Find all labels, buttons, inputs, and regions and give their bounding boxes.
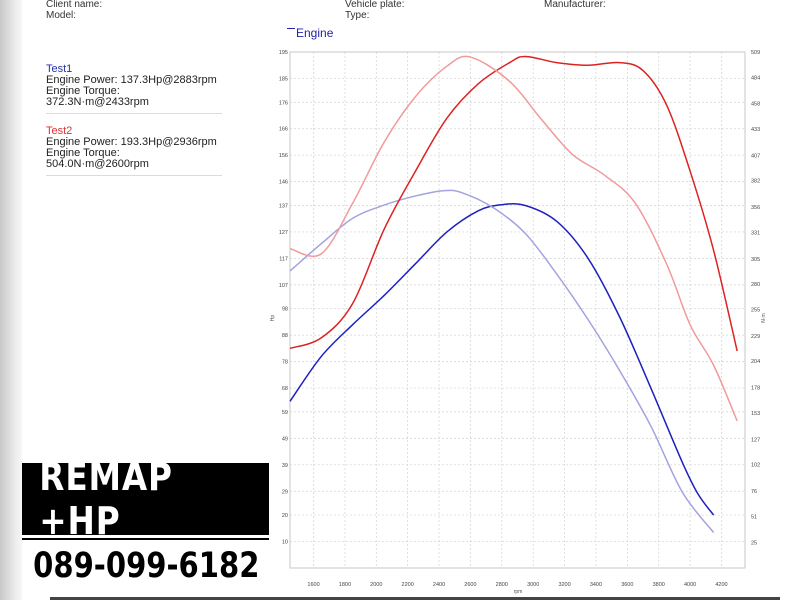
vehicle-plate-label: Vehicle plate: — [345, 0, 405, 10]
y-tick-label-right: 102 — [751, 463, 760, 469]
y-tick-label-right: 280 — [751, 282, 760, 288]
y-tick-label-right: 407 — [751, 153, 760, 159]
x-tick-label: 1800 — [339, 582, 351, 588]
y-axis-left-label: Hp — [270, 315, 276, 322]
series-test2-power-line — [289, 55, 738, 352]
y-tick-label-right: 356 — [751, 205, 760, 211]
x-tick-label: 2000 — [370, 582, 382, 588]
y-tick-label-left: 185 — [279, 76, 288, 82]
type-label: Type: — [345, 10, 370, 21]
manufacturer-label: Manufacturer: — [544, 0, 606, 10]
y-tick-label-right: 178 — [751, 386, 760, 392]
y-tick-label-right: 509 — [751, 50, 760, 56]
y-tick-label-left: 176 — [279, 100, 288, 106]
x-tick-label: 4200 — [715, 582, 727, 588]
test2-torque: Engine Torque: 504.0N·m@2600rpm — [46, 147, 149, 170]
test1-block: Test1 Engine Power: 137.3Hp@2883rpm Engi… — [46, 64, 222, 114]
test1-name: Test1 — [46, 63, 73, 75]
x-tick-label: 1600 — [307, 582, 319, 588]
y-tick-label-right: 153 — [751, 411, 760, 417]
y-tick-label-left: 39 — [282, 463, 288, 469]
y-axis-right-label: N·m — [761, 313, 767, 322]
y-tick-label-left: 166 — [279, 127, 288, 133]
bottom-rule — [50, 597, 780, 600]
x-tick-label: 3400 — [590, 582, 602, 588]
y-tick-label-left: 195 — [279, 50, 288, 56]
model-label: Model: — [46, 10, 77, 21]
y-tick-label-right: 305 — [751, 257, 760, 263]
y-tick-label-right: 331 — [751, 230, 760, 236]
y-tick-label-left: 107 — [279, 283, 288, 289]
y-tick-label-right: 204 — [751, 359, 760, 365]
y-tick-label-right: 382 — [751, 179, 760, 185]
badge-divider — [22, 538, 269, 540]
x-axis-label: rpm — [514, 589, 523, 595]
y-tick-label-left: 68 — [282, 386, 288, 392]
y-tick-label-right: 229 — [751, 334, 760, 340]
legend-line-icon — [287, 28, 295, 29]
y-tick-label-left: 117 — [279, 256, 288, 262]
remap-badge: REMAP +HP — [22, 455, 269, 543]
y-tick-label-right: 127 — [751, 437, 760, 443]
y-tick-label-right: 76 — [751, 489, 757, 495]
x-tick-label: 3200 — [558, 582, 570, 588]
test-results-panel: Test1 Engine Power: 137.3Hp@2883rpm Engi… — [46, 64, 222, 188]
x-tick-label: 2200 — [402, 582, 414, 588]
y-tick-label-left: 20 — [282, 513, 288, 519]
x-tick-label: 2600 — [464, 582, 476, 588]
x-tick-label: 2800 — [496, 582, 508, 588]
y-tick-label-right: 484 — [751, 75, 760, 81]
window-edge — [0, 0, 22, 600]
remap-badge-text: REMAP +HP — [39, 455, 173, 543]
chart-legend: Engine — [287, 26, 333, 40]
client-name-label: Client name: — [46, 0, 103, 10]
y-tick-label-right: 458 — [751, 102, 760, 108]
test2-block: Test2 Engine Power: 193.3Hp@2936rpm Engi… — [46, 126, 222, 176]
y-tick-label-left: 137 — [279, 203, 288, 209]
y-tick-label-right: 25 — [751, 541, 757, 547]
x-tick-label: 4000 — [684, 582, 696, 588]
y-tick-label-left: 59 — [282, 410, 288, 416]
y-tick-label-left: 88 — [282, 333, 288, 339]
y-tick-label-left: 78 — [282, 360, 288, 366]
test1-torque: Engine Torque: 372.3N·m@2433rpm — [46, 85, 149, 108]
y-tick-label-right: 255 — [751, 307, 760, 313]
plot-frame — [289, 51, 746, 569]
x-tick-label: 3600 — [621, 582, 633, 588]
series-test1-power-line — [289, 202, 715, 516]
phone-number: 089-099-6182 — [32, 546, 260, 586]
series-test1-torque-line — [289, 189, 715, 533]
test1-power: Engine Power: 137.3Hp@2883rpm — [46, 74, 217, 86]
test2-power: Engine Power: 193.3Hp@2936rpm — [46, 136, 217, 148]
x-tick-label: 3800 — [653, 582, 665, 588]
y-tick-label-left: 29 — [282, 489, 288, 495]
y-tick-label-left: 146 — [279, 180, 288, 186]
y-tick-label-right: 51 — [751, 514, 757, 520]
y-tick-label-right: 433 — [751, 127, 760, 133]
y-tick-label-left: 49 — [282, 436, 288, 442]
test2-name: Test2 — [46, 125, 73, 137]
x-tick-label: 2400 — [433, 582, 445, 588]
y-tick-label-left: 98 — [282, 307, 288, 313]
phone-badge: 089-099-6182 — [22, 541, 270, 591]
y-tick-label-left: 127 — [279, 230, 288, 236]
y-tick-label-left: 156 — [279, 153, 288, 159]
x-tick-label: 3000 — [527, 582, 539, 588]
series-test2-torque-line — [289, 55, 738, 422]
y-tick-label-left: 10 — [282, 540, 288, 546]
legend-label: Engine — [296, 26, 334, 40]
